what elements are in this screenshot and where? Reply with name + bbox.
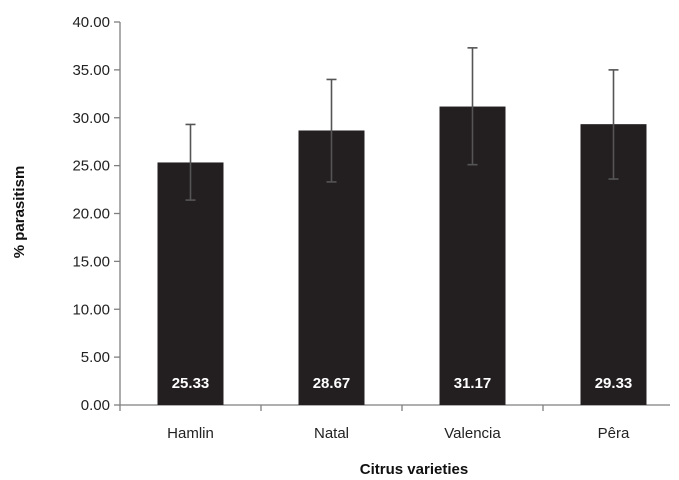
x-tick-label: Valencia xyxy=(444,425,501,442)
error-bars xyxy=(185,47,619,201)
bar-value-label: 25.33 xyxy=(172,375,210,392)
bar xyxy=(157,162,224,405)
y-axis: 0.00 5.00 10.00 15.00 20.00 25.00 30.00 35.00 40… xyxy=(72,14,121,414)
bar-value-label: 29.33 xyxy=(595,375,633,392)
x-tick-label: Natal xyxy=(314,425,349,442)
y-tick-label: 10.00 xyxy=(72,301,110,318)
y-tick-label: 15.00 xyxy=(72,253,110,270)
y-tick-label: 5.00 xyxy=(81,349,110,366)
x-tick-label: Hamlin xyxy=(167,425,214,442)
x-axis: Hamlin Natal Valencia Pêra xyxy=(119,404,670,442)
x-axis-title: Citrus varieties xyxy=(360,461,468,478)
y-tick-label: 40.00 xyxy=(72,14,110,31)
bar-value-label: 28.67 xyxy=(313,375,351,392)
y-tick-label: 0.00 xyxy=(81,397,110,414)
y-tick-label: 30.00 xyxy=(72,110,110,127)
data-labels: 25.33 28.67 31.17 29.33 xyxy=(172,375,633,392)
y-tick-label: 20.00 xyxy=(72,206,110,223)
x-tick-label: Pêra xyxy=(598,425,630,442)
bar-value-label: 31.17 xyxy=(454,375,492,392)
bars xyxy=(157,106,647,406)
y-axis-title: % parasitism xyxy=(11,166,28,259)
y-tick-label: 35.00 xyxy=(72,62,110,79)
y-tick-label: 25.00 xyxy=(72,158,110,175)
